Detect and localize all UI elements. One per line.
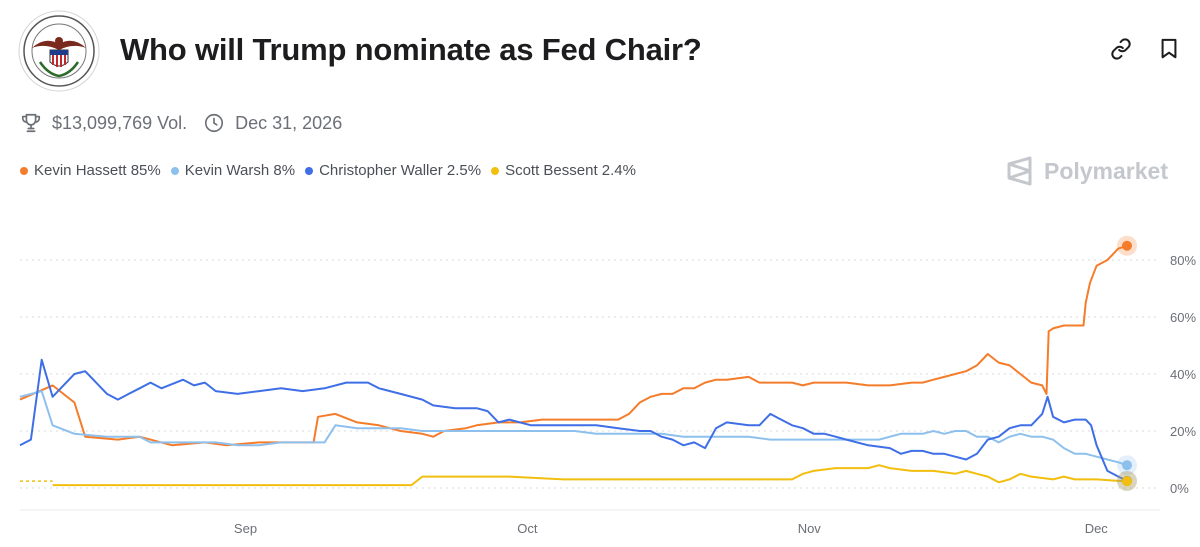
x-tick-label: Dec xyxy=(1085,521,1109,536)
trophy-icon xyxy=(21,113,41,133)
legend-item: Scott Bessent 2.4% xyxy=(491,162,636,179)
price-chart: 0% 20% 40% 60% 80% Sep Oct Nov Dec xyxy=(19,235,1196,536)
series-layer xyxy=(19,244,1128,487)
page-header: Who will Trump nominate as Fed Chair? xyxy=(18,10,1182,94)
series-end-point xyxy=(1122,476,1132,487)
clock-icon xyxy=(205,113,224,133)
header-actions xyxy=(1108,36,1182,62)
volume-group: $13,099,769 Vol. xyxy=(20,112,187,134)
legend-item: Kevin Hassett 85% xyxy=(20,162,161,179)
y-tick-label: 20% xyxy=(1170,424,1196,439)
legend-label: Scott Bessent 2.4% xyxy=(505,162,636,179)
federal-reserve-seal-icon xyxy=(18,10,100,92)
page-title: Who will Trump nominate as Fed Chair? xyxy=(120,32,702,67)
series-line-christopher-waller xyxy=(19,358,1128,482)
y-tick-label: 60% xyxy=(1170,310,1196,325)
legend-dot xyxy=(491,166,500,175)
legend-item: Kevin Warsh 8% xyxy=(170,162,296,179)
series-line-scott-bessent xyxy=(52,464,1128,487)
y-tick-label: 40% xyxy=(1170,367,1196,382)
series-end-point xyxy=(1122,240,1132,251)
series-line-kevin-hassett xyxy=(19,244,1128,447)
market-meta: $13,099,769 Vol. Dec 31, 2026 xyxy=(20,112,358,134)
brand-watermark: Polymarket xyxy=(1006,156,1168,186)
chart-legend: Kevin Hassett 85% Kevin Warsh 8% Christo… xyxy=(20,162,646,179)
grid-layer xyxy=(20,259,1160,511)
y-axis-ticks: 0% 20% 40% 60% 80% xyxy=(1170,253,1196,496)
end-date-group: Dec 31, 2026 xyxy=(203,112,342,134)
legend-dot xyxy=(305,166,314,175)
x-tick-label: Oct xyxy=(517,521,538,536)
volume-text: $13,099,769 Vol. xyxy=(52,112,188,133)
x-axis-ticks: Sep Oct Nov Dec xyxy=(234,521,1108,536)
y-tick-label: 80% xyxy=(1170,253,1196,268)
legend-item: Christopher Waller 2.5% xyxy=(305,162,481,179)
legend-dot xyxy=(20,166,28,175)
legend-dot xyxy=(170,166,179,175)
series-line-kevin-warsh xyxy=(19,390,1128,467)
series-end-point xyxy=(1122,460,1132,471)
link-icon[interactable] xyxy=(1108,36,1134,62)
legend-label: Kevin Warsh 8% xyxy=(184,162,296,179)
end-date-text: Dec 31, 2026 xyxy=(235,112,343,133)
polymarket-logo-icon xyxy=(1007,156,1032,186)
series-end-markers xyxy=(1117,235,1137,492)
y-tick-label: 0% xyxy=(1170,481,1189,496)
x-tick-label: Nov xyxy=(798,521,822,536)
bookmark-icon[interactable] xyxy=(1156,36,1182,62)
legend-label: Kevin Hassett 85% xyxy=(34,162,161,179)
x-tick-label: Sep xyxy=(234,521,257,536)
legend-label: Christopher Waller 2.5% xyxy=(319,162,482,179)
brand-name: Polymarket xyxy=(1043,157,1168,184)
